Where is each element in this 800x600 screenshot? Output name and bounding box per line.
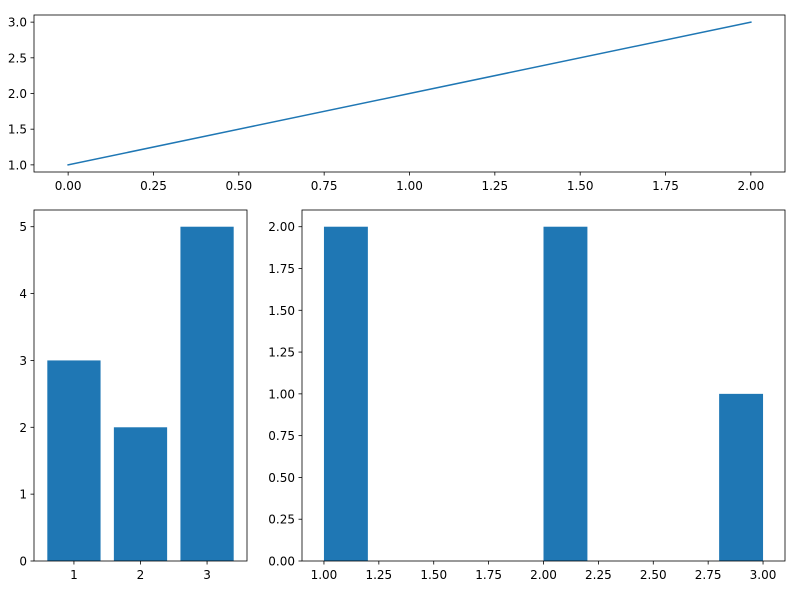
y-tick-label: 3 (19, 354, 27, 368)
x-tick-label: 2.00 (738, 179, 765, 193)
bar (47, 360, 101, 561)
x-tick-label: 1.50 (567, 179, 594, 193)
line-chart-axes: 0.00 0.25 0.50 0.75 1.00 1.25 1.50 1.75 2.00 1.0 1… (8, 14, 786, 193)
histogram-bar (719, 393, 764, 561)
x-tick-label: 0.25 (140, 179, 167, 193)
x-tick-label: 1.50 (420, 568, 447, 582)
y-tick-label: 0 (19, 555, 27, 569)
y-tick-label: 2.5 (8, 51, 27, 65)
y-tick-label: 2.0 (8, 87, 27, 101)
bar (113, 427, 168, 561)
x-tick-label: 2 (137, 568, 145, 582)
x-tick-label: 3.00 (750, 568, 777, 582)
x-tick-label: 1.75 (652, 179, 679, 193)
x-tick-label: 1.25 (365, 568, 392, 582)
y-tick-label: 0.75 (268, 429, 295, 443)
x-tick-label: 2.25 (585, 568, 612, 582)
y-tick-label: 1.00 (268, 387, 295, 401)
y-tick-label: 1.75 (268, 262, 295, 276)
x-tick-label: 1.25 (481, 179, 508, 193)
y-tick-label: 3.0 (8, 16, 27, 30)
y-tick-label: 1.5 (8, 123, 27, 137)
bar (180, 226, 234, 561)
x-tick-label: 2.00 (530, 568, 557, 582)
y-tick-label: 0.00 (268, 555, 295, 569)
y-tick-label: 5 (19, 220, 27, 234)
line-series (67, 21, 752, 166)
x-tick-label: 2.75 (695, 568, 722, 582)
x-tick-label: 3 (203, 568, 211, 582)
x-tick-label: 1 (70, 568, 78, 582)
x-tick-label: 1.00 (396, 179, 423, 193)
y-tick-label: 1 (19, 488, 27, 502)
y-tick-label: 4 (19, 287, 27, 301)
y-tick-label: 2 (19, 421, 27, 435)
y-tick-label: 1.25 (268, 346, 295, 360)
y-tick-label: 1.0 (8, 158, 27, 172)
histogram-bar (323, 226, 368, 561)
y-tick-label: 0.25 (268, 513, 295, 527)
y-tick-label: 2.00 (268, 220, 295, 234)
bar-chart-axes: 1 2 3 0 1 2 3 4 5 (19, 209, 248, 582)
histogram-axes: 1.00 1.25 1.50 1.75 2.00 2.25 2.50 2.75 3.00 0.00… (268, 209, 786, 582)
x-tick-label: 1.00 (311, 568, 338, 582)
x-tick-label: 2.50 (640, 568, 667, 582)
histogram-bar (543, 226, 588, 561)
x-tick-label: 0.50 (225, 179, 252, 193)
x-tick-label: 0.00 (55, 179, 82, 193)
y-tick-label: 0.50 (268, 471, 295, 485)
x-tick-label: 0.75 (311, 179, 338, 193)
y-tick-label: 1.50 (268, 304, 295, 318)
x-tick-label: 1.75 (475, 568, 502, 582)
